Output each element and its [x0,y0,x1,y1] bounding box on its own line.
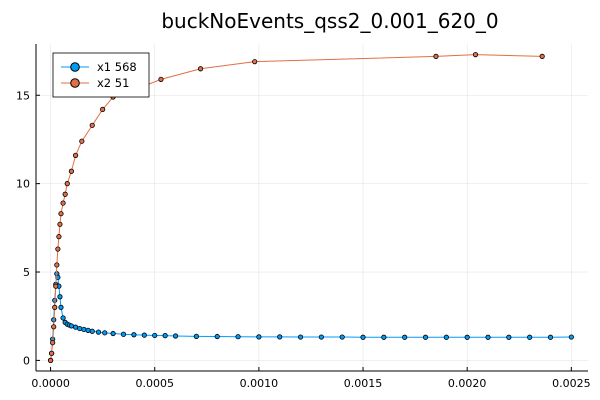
data-point [158,76,164,82]
data-point [235,334,241,340]
grid [36,44,588,371]
data-point [256,334,262,340]
data-point [60,200,66,206]
data-point [54,262,60,268]
data-point [485,334,491,340]
data-point [58,211,64,217]
x-tick-label: 0.0000 [31,377,70,390]
data-point [360,334,366,340]
legend-label: x1 568 [97,60,137,74]
data-point [162,333,168,339]
legend-box [52,52,150,98]
y-tick-label: 0 [23,354,30,367]
legend-label: x2 51 [97,76,129,90]
data-point [60,315,66,321]
data-point [50,340,56,346]
data-point [172,333,179,339]
data-point [89,122,95,128]
data-point [252,59,258,65]
data-point [89,328,95,334]
data-point [339,334,345,340]
data-point [64,181,70,187]
data-point [68,168,75,174]
axes: 0.0000 0.0005 0.0010 0.0015 0.0020 0.0025 0 5 10… [16,44,591,390]
data-point [51,324,57,330]
series-line [50,54,543,361]
data-point [72,324,79,330]
data-point [85,327,91,333]
data-point [120,331,127,337]
data-point [57,294,63,300]
data-point [62,191,68,197]
data-point [131,332,137,338]
data-point [214,333,220,340]
data-point [100,106,106,113]
data-point [193,333,199,339]
data-point [381,334,387,340]
data-point [49,350,55,356]
data-point [506,334,512,340]
data-point [77,325,83,332]
data-point [72,152,79,158]
x-tick-label: 0.0020 [448,377,487,390]
data-point [110,330,116,337]
data-point [68,323,75,329]
data-point [81,326,87,333]
series-2 [47,52,545,363]
y-tick-label: 5 [23,266,30,279]
data-point [318,334,324,340]
data-point [568,334,574,340]
y-tick-label: 10 [16,178,30,191]
data-point [539,53,545,59]
data-point [422,334,429,340]
data-point [53,283,59,289]
series-line [50,273,572,361]
data-point [152,332,158,339]
legend-marker [70,62,80,72]
data-point [58,304,64,310]
x-tick-label: 0.0015 [344,377,383,390]
data-point [527,334,533,340]
data-point [57,221,63,227]
data-point [56,234,62,240]
data-point [402,334,408,340]
data-point [47,357,54,363]
data-point [277,334,283,340]
data-point [433,53,439,59]
x-tick-label: 0.0010 [240,377,279,390]
x-tick-label: 0.0025 [552,377,591,390]
chart-title: buckNoEvents_qss2_0.001_620_0 [161,9,498,33]
data-point [52,304,58,310]
data-point [472,52,479,58]
data-point [443,334,449,340]
series-1 [47,271,574,363]
data-point [141,332,147,338]
data-point [95,329,102,335]
data-point [547,334,554,340]
data-point [464,334,470,340]
plot-area [47,52,574,363]
y-tick-label: 15 [16,89,30,102]
legend-marker [70,78,80,88]
legend: x1 568 x2 51 [52,52,150,98]
data-point [102,330,108,336]
x-tick-label: 0.0005 [135,377,174,390]
data-point [197,66,204,72]
data-point [79,138,85,144]
data-point [297,334,304,340]
data-point [55,246,61,252]
